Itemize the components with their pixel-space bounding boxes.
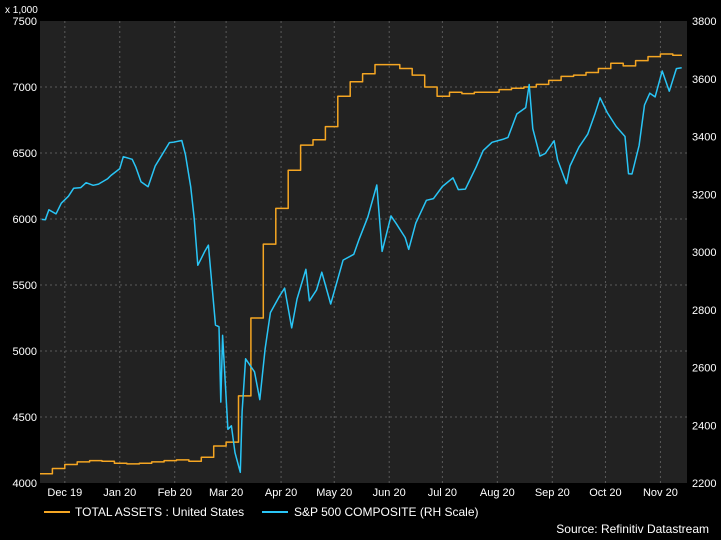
left-axis-tick-label: 6500 [13, 148, 37, 160]
legend-item-total-assets: TOTAL ASSETS : United States [44, 505, 244, 519]
x-axis-tick-label: Feb 20 [158, 487, 192, 499]
series-line-sp500 [41, 67, 682, 474]
legend-item-sp500: S&P 500 COMPOSITE (RH Scale) [262, 505, 479, 519]
left-axis-tick-label: 6000 [13, 214, 37, 226]
series-line-total-assets [40, 53, 682, 475]
right-axis-tick-label: 3200 [692, 189, 716, 201]
left-axis-tick-label: 7500 [13, 16, 37, 28]
x-axis-tick-label: Aug 20 [480, 487, 515, 499]
x-axis-tick-label: Oct 20 [589, 487, 621, 499]
x-axis-tick-label: Mar 20 [209, 487, 243, 499]
right-axis-tick-label: 3800 [692, 16, 716, 28]
grid-layer [40, 21, 687, 483]
left-axis-tick-label: 5500 [13, 280, 37, 292]
legend: TOTAL ASSETS : United States S&P 500 COM… [44, 505, 479, 519]
left-axis-unit-label: x 1,000 [5, 5, 38, 16]
right-axis-tick-label: 2600 [692, 363, 716, 375]
series-layer [40, 53, 682, 475]
x-axis-tick-label: May 20 [316, 487, 352, 499]
x-axis-tick-label: Jun 20 [373, 487, 406, 499]
x-axis-tick-label: Jul 20 [428, 487, 457, 499]
right-axis-tick-label: 3400 [692, 132, 716, 144]
axis-layer: 4000 4500 5000 5500 6000 6500 7000 7500 2200 2400… [13, 16, 717, 499]
x-axis-tick-label: Dec 19 [47, 487, 82, 499]
legend-label-sp500: S&P 500 COMPOSITE (RH Scale) [294, 505, 479, 519]
left-axis-tick-label: 4000 [13, 478, 37, 490]
x-axis-tick-label: Jan 20 [103, 487, 136, 499]
right-axis-tick-label: 3600 [692, 74, 716, 86]
right-axis-tick-label: 3000 [692, 247, 716, 259]
left-axis-tick-label: 5000 [13, 346, 37, 358]
left-axis-tick-label: 7000 [13, 82, 37, 94]
source-note: Source: Refinitiv Datastream [556, 522, 709, 536]
right-axis-tick-label: 2400 [692, 420, 716, 432]
right-axis-tick-label: 2200 [692, 478, 716, 490]
x-axis-tick-label: Nov 20 [643, 487, 678, 499]
x-axis-tick-label: Apr 20 [265, 487, 297, 499]
x-axis-tick-label: Sep 20 [535, 487, 570, 499]
legend-label-total-assets: TOTAL ASSETS : United States [75, 505, 244, 519]
right-axis-tick-label: 2800 [692, 305, 716, 317]
plot-area [40, 21, 687, 483]
left-axis-tick-label: 4500 [13, 412, 37, 424]
